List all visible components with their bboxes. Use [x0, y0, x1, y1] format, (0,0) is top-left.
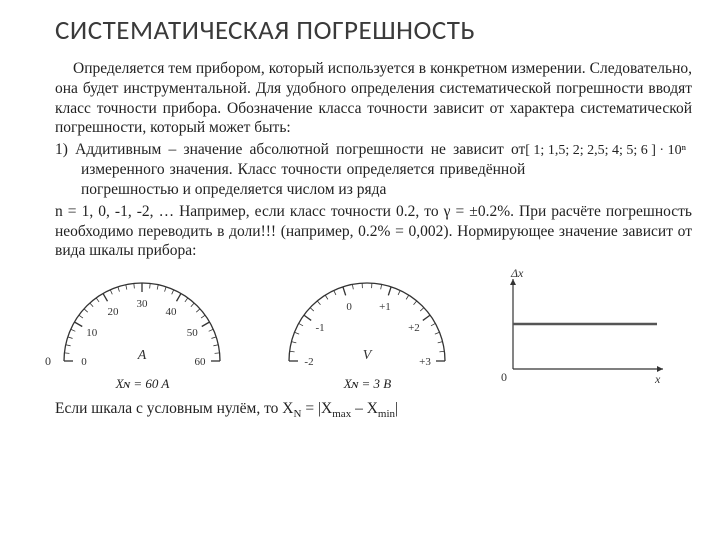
- error-plot-svg: Δx x 0: [485, 269, 675, 389]
- lastline-sub3: min: [378, 408, 395, 420]
- svg-text:+1: +1: [379, 301, 391, 313]
- svg-text:0: 0: [501, 370, 507, 384]
- gauge-a-svg: 0 10 20 30 40 50 60 A 0: [35, 269, 250, 369]
- lastline-pre: Если шкала с условным нулём, то X: [55, 400, 294, 417]
- svg-text:40: 40: [166, 306, 178, 318]
- figures-row: 0 10 20 30 40 50 60 A 0 Xɴ = 60 A -2 -1 0 +1 +2 +3 V X…: [35, 269, 692, 394]
- list-item-1-b: n = 1, 0, -1, -2, … Например, если класс…: [55, 202, 692, 261]
- svg-text:A: A: [137, 348, 147, 363]
- lastline-end: |: [395, 400, 398, 417]
- lastline-sub2: max: [332, 408, 351, 420]
- svg-text:0: 0: [346, 301, 352, 313]
- svg-text:50: 50: [187, 327, 199, 339]
- error-plot: Δx x 0: [485, 269, 675, 394]
- svg-text:x: x: [654, 372, 661, 386]
- page-title: СИСТЕМАТИЧЕСКАЯ ПОГРЕШНОСТЬ: [55, 14, 692, 47]
- svg-text:60: 60: [195, 356, 207, 368]
- svg-text:20: 20: [108, 306, 120, 318]
- svg-text:+2: +2: [408, 322, 420, 334]
- series-formula: [ 1; 1,5; 2; 2,5; 4; 5; 6 ] · 10ⁿ: [525, 142, 692, 160]
- gauge-a-caption: Xɴ = 60 A: [35, 376, 250, 392]
- gauge-v-caption: Xɴ = 3 В: [260, 376, 475, 392]
- svg-text:30: 30: [137, 298, 149, 310]
- last-line: Если шкала с условным нулём, то XN = |Xm…: [55, 400, 692, 420]
- lastline-mid2: – X: [351, 400, 378, 417]
- list-item-1-a: 1) Аддитивным – значение абсолютной погр…: [55, 140, 525, 199]
- gauge-v: -2 -1 0 +1 +2 +3 V Xɴ = 3 В: [260, 269, 475, 392]
- svg-text:0: 0: [81, 356, 87, 368]
- gauge-a: 0 10 20 30 40 50 60 A 0 Xɴ = 60 A: [35, 269, 250, 392]
- svg-text:-1: -1: [315, 322, 324, 334]
- gauge-v-svg: -2 -1 0 +1 +2 +3 V: [260, 269, 475, 369]
- svg-text:Δx: Δx: [510, 269, 524, 280]
- svg-text:V: V: [363, 348, 373, 363]
- lastline-mid: = |X: [301, 400, 332, 417]
- paragraph-intro: Определяется тем прибором, который испол…: [55, 59, 692, 138]
- svg-text:+3: +3: [419, 356, 431, 368]
- svg-text:-2: -2: [304, 356, 313, 368]
- svg-text:0: 0: [45, 354, 51, 368]
- body-text: Определяется тем прибором, который испол…: [55, 59, 692, 261]
- svg-text:10: 10: [86, 327, 98, 339]
